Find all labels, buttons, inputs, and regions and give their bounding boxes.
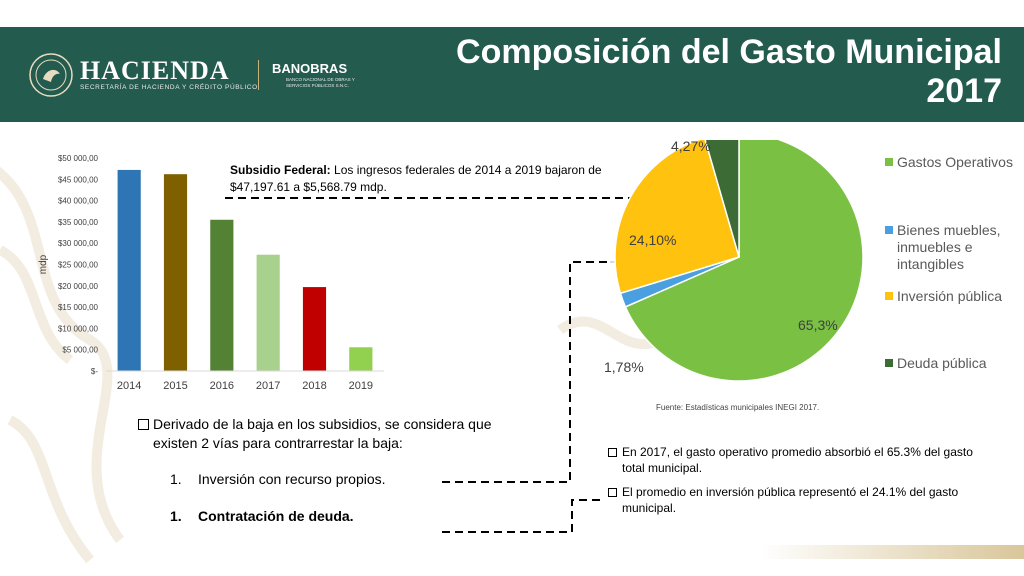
y-tick-label: $30 000,00 bbox=[58, 239, 99, 248]
right-bullet-2-text: El promedio en inversión pública represe… bbox=[622, 485, 959, 515]
pie-slice-2 bbox=[614, 140, 740, 295]
right-bullet-1: En 2017, el gasto operativo promedio abs… bbox=[608, 444, 998, 476]
x-tick-label: 2019 bbox=[349, 380, 373, 392]
pie-slice-3 bbox=[704, 140, 740, 258]
legend-label: Gastos Operativos bbox=[897, 154, 1013, 170]
title-line-2: 2017 bbox=[926, 72, 1002, 110]
bar-2018 bbox=[302, 287, 327, 371]
decorative-stripe bbox=[760, 545, 1024, 559]
brand-name: HACIENDA bbox=[80, 56, 230, 85]
y-tick-label: $10 000,00 bbox=[58, 324, 99, 333]
right-bullets: En 2017, el gasto operativo promedio abs… bbox=[608, 444, 998, 524]
y-tick-label: $5 000,00 bbox=[62, 346, 98, 355]
bar-2014 bbox=[117, 169, 141, 371]
header-divider bbox=[258, 60, 259, 90]
y-tick-label: $40 000,00 bbox=[58, 197, 99, 206]
pie-chart bbox=[614, 140, 864, 382]
right-bullet-1-text: En 2017, el gasto operativo promedio abs… bbox=[622, 445, 973, 475]
pie-label-1-78: 1,78% bbox=[604, 359, 644, 375]
x-tick-label: 2015 bbox=[163, 380, 187, 392]
x-tick-label: 2014 bbox=[117, 380, 141, 392]
brand-subtitle: SECRETARÍA DE HACIENDA Y CRÉDITO PÚBLICO bbox=[80, 84, 258, 91]
option-2-text: Contratación de deuda. bbox=[198, 508, 354, 524]
title-line-1: Composición del Gasto Municipal bbox=[456, 33, 1002, 71]
pie-slice-0 bbox=[624, 140, 864, 382]
left-bullet-text: Derivado de la baja en los subsidios, se… bbox=[153, 416, 492, 451]
bar-2017 bbox=[256, 254, 280, 371]
legend-label: Inversión pública bbox=[897, 288, 1003, 304]
right-bullet-2: El promedio en inversión pública represe… bbox=[608, 484, 998, 516]
bar-chart: $- $5 000,00 $10 000,00 $15 000,00 $20 000,0… bbox=[38, 154, 384, 392]
header-bar bbox=[0, 27, 1024, 122]
checkbox-bullet-icon bbox=[608, 488, 617, 497]
source-note: Fuente: Estadísticas municipales INEGI 2… bbox=[656, 403, 820, 412]
left-bullet: Derivado de la baja en los subsidios, se… bbox=[138, 415, 538, 453]
legend-item-gastos-operativos: Gastos Operativos bbox=[885, 154, 1013, 171]
bar-2016 bbox=[210, 219, 234, 371]
y-tick-label: $35 000,00 bbox=[58, 218, 99, 227]
subsidy-text: Los ingresos federales de 2014 a 2019 ba… bbox=[230, 163, 602, 194]
coat-of-arms-icon bbox=[29, 53, 73, 97]
legend-item-deuda: Deuda pública bbox=[885, 355, 987, 372]
y-tick-label: $50 000,00 bbox=[58, 154, 99, 163]
option-2-number: 1. bbox=[170, 508, 182, 524]
page-title: Composición del Gasto Municipal 2017 bbox=[382, 33, 1002, 111]
pie-label-24-10: 24,10% bbox=[629, 232, 677, 248]
partner-subtitle: BANCO NACIONAL DE OBRAS Y SERVICIOS PÚBL… bbox=[286, 77, 355, 88]
y-tick-label: $20 000,00 bbox=[58, 282, 99, 291]
x-tick-label: 2017 bbox=[256, 380, 280, 392]
bar-2019 bbox=[349, 347, 373, 371]
bullet-row: Derivado de la baja en los subsidios, se… bbox=[138, 415, 538, 453]
legend-item-bienes: Bienes muebles, inmuebles e intangibles bbox=[885, 222, 1020, 273]
y-tick-label: $25 000,00 bbox=[58, 261, 99, 270]
pie-label-4-27: 4,27% bbox=[671, 138, 711, 154]
x-tick-label: 2016 bbox=[210, 380, 234, 392]
legend-swatch bbox=[885, 226, 893, 234]
legend-label: Bienes muebles, inmuebles e intangibles bbox=[897, 222, 1001, 272]
option-1-number: 1. bbox=[170, 471, 182, 487]
checkbox-bullet-icon bbox=[608, 448, 617, 457]
y-tick-label: $- bbox=[91, 367, 98, 376]
legend-item-inversion: Inversión pública bbox=[885, 288, 1002, 305]
legend-label: Deuda pública bbox=[897, 355, 987, 371]
legend-swatch bbox=[885, 292, 893, 300]
y-tick-label: $45 000,00 bbox=[58, 175, 99, 184]
partner-logo: BANOBRAS bbox=[272, 61, 348, 76]
x-tick-label: 2018 bbox=[302, 380, 326, 392]
y-axis-label: mdp bbox=[38, 254, 49, 274]
legend-swatch bbox=[885, 158, 893, 166]
y-tick-label: $15 000,00 bbox=[58, 303, 99, 312]
subsidy-note: Subsidio Federal: Los ingresos federales… bbox=[230, 162, 630, 196]
legend-swatch bbox=[885, 359, 893, 367]
bar-2015 bbox=[163, 174, 188, 371]
subsidy-label: Subsidio Federal: bbox=[230, 163, 331, 177]
option-1-text: Inversión con recurso propios. bbox=[198, 471, 386, 487]
checkbox-bullet-icon bbox=[138, 419, 149, 430]
pie-label-65-3: 65,3% bbox=[798, 317, 838, 333]
